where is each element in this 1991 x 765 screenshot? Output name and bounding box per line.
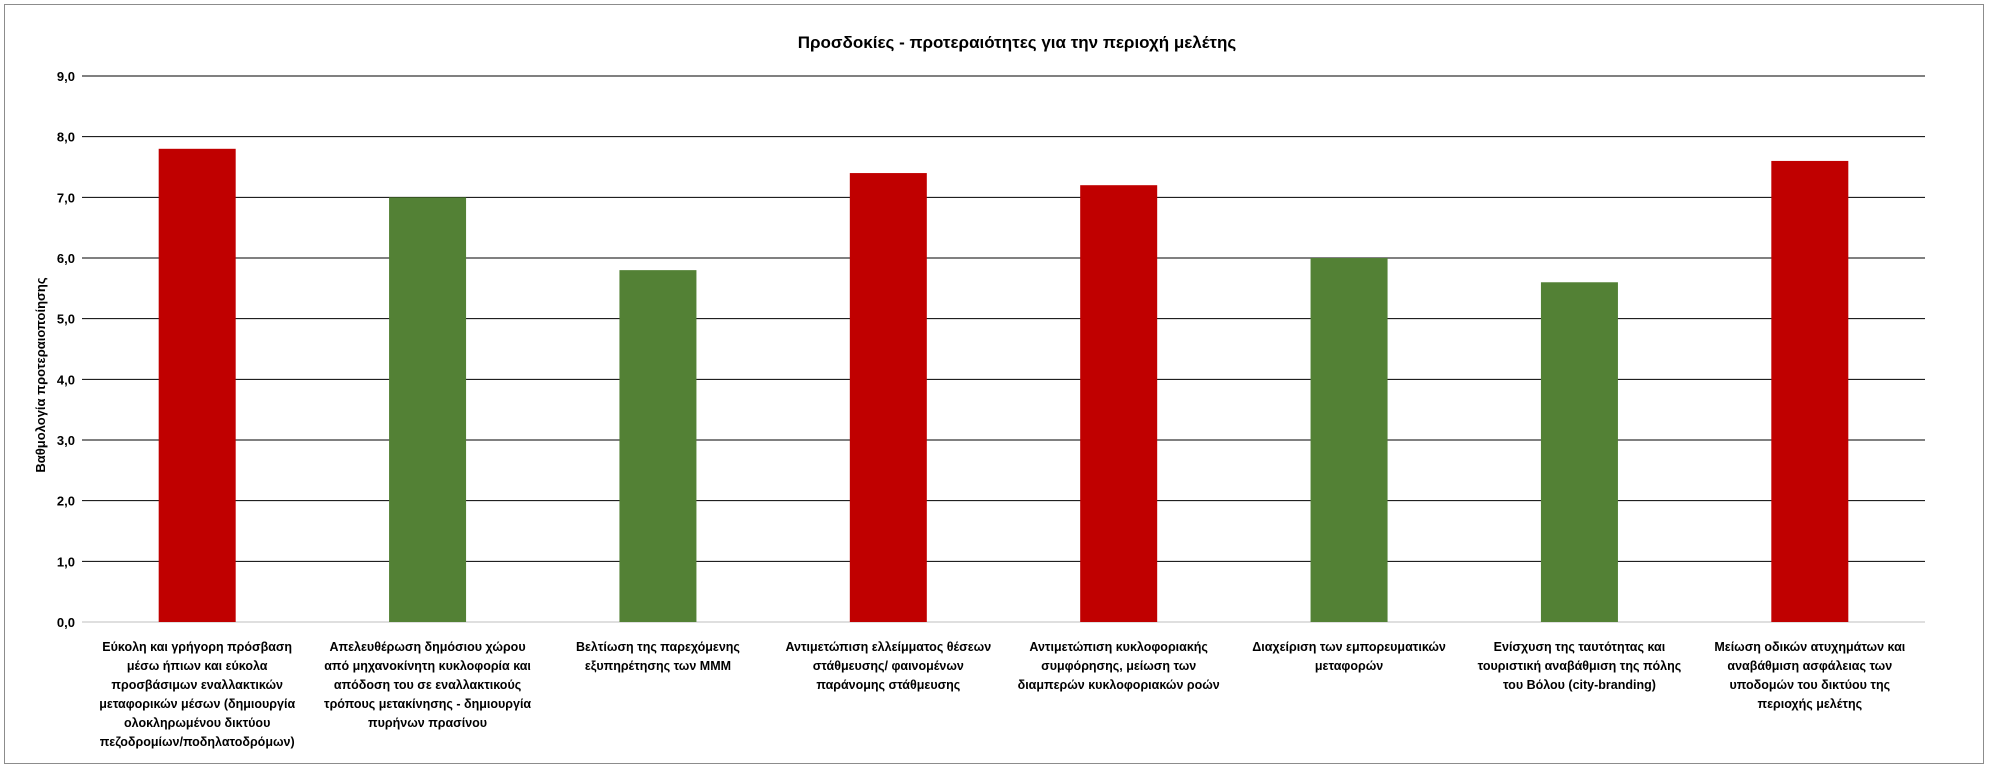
category-label: Εύκολη και γρήγορη πρόσβαση μέσω ήπιων κα…	[99, 640, 295, 749]
chart-frame: Προσδοκίες - προτεραιότητες για την περι…	[4, 4, 1984, 764]
category-label: Αντιμετώπιση κυκλοφοριακής συμφόρησης, με…	[1018, 640, 1220, 692]
y-tick-label: 8,0	[57, 130, 75, 145]
category-labels: Εύκολη και γρήγορη πρόσβαση μέσω ήπιων κα…	[99, 640, 1906, 749]
category-label: Απελευθέρωση δημόσιου χώρου από μηχανοκίν…	[324, 640, 531, 730]
y-tick-label: 7,0	[57, 190, 75, 205]
bar	[619, 270, 697, 622]
bar	[1540, 282, 1618, 622]
y-tick-label: 2,0	[57, 494, 75, 509]
bar	[1771, 160, 1849, 622]
category-label: Διαχείριση των εμπορευματικών μεταφορών	[1252, 640, 1446, 673]
y-tick-label: 0,0	[57, 615, 75, 630]
bars	[158, 148, 1849, 623]
category-label: Μείωση οδικών ατυχημάτων και αναβάθμιση α…	[1714, 640, 1905, 711]
y-tick-label: 5,0	[57, 312, 75, 327]
y-tick-label: 9,0	[57, 69, 75, 84]
bar	[1080, 185, 1158, 622]
y-axis-label: Βαθμολογία προτεραιοποίησης	[33, 277, 48, 472]
y-tick-label: 3,0	[57, 433, 75, 448]
gridlines	[82, 75, 1925, 623]
y-tick-label: 1,0	[57, 554, 75, 569]
category-label: Βελτίωση της παρεχόμενης εξυπηρέτησης των…	[576, 640, 740, 673]
category-label: Ενίσχυση της ταυτότητας και τουριστική αν…	[1478, 640, 1682, 692]
chart-title: Προσδοκίες - προτεραιότητες για την περι…	[798, 33, 1237, 52]
bar	[849, 173, 927, 623]
y-tick-label: 4,0	[57, 372, 75, 387]
bar	[158, 148, 236, 623]
bar	[389, 197, 467, 623]
bar-chart: Προσδοκίες - προτεραιότητες για την περι…	[33, 33, 1925, 749]
y-tick-label: 6,0	[57, 251, 75, 266]
bar	[1310, 258, 1388, 622]
y-tick-labels: 0,0 1,0 2,0 3,0 4,0 5,0 6,0 7,0 8,0 9,0	[57, 69, 75, 630]
category-label: Αντιμετώπιση ελλείμματος θέσεων στάθμευση…	[785, 640, 991, 692]
